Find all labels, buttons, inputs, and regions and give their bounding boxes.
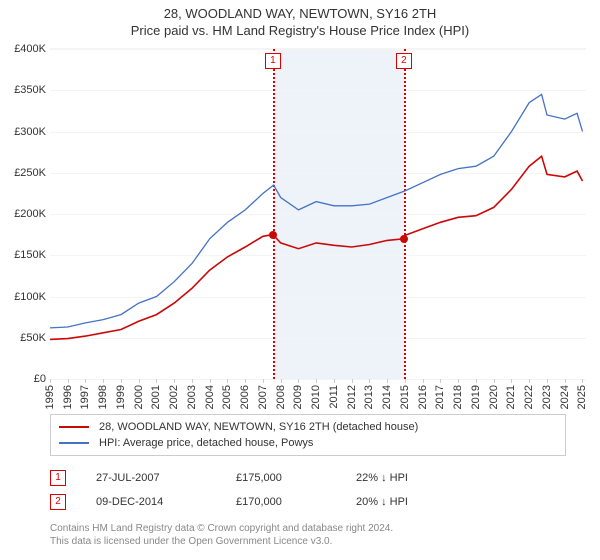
y-tick-label: £300K — [2, 126, 46, 138]
x-tick — [281, 379, 282, 383]
x-tick — [50, 379, 51, 383]
x-tick — [369, 379, 370, 383]
y-tick-label: £400K — [2, 43, 46, 55]
x-tick-label: 2011 — [328, 385, 340, 409]
chart-area: £0£50K£100K£150K£200K£250K£300K£350K£400… — [50, 48, 586, 379]
x-tick-label: 2008 — [275, 385, 287, 409]
legend-block: 28, WOODLAND WAY, NEWTOWN, SY16 2TH (det… — [50, 414, 586, 548]
y-tick-label: £200K — [2, 208, 46, 220]
x-tick-label: 2007 — [257, 385, 269, 409]
sale-diff: 20% ↓ HPI — [356, 496, 476, 508]
x-tick — [68, 379, 69, 383]
x-tick — [192, 379, 193, 383]
x-tick — [476, 379, 477, 383]
x-tick — [156, 379, 157, 383]
legend-swatch — [59, 426, 89, 428]
legend-row: HPI: Average price, detached house, Powy… — [59, 435, 557, 451]
x-tick — [405, 379, 406, 383]
x-tick — [210, 379, 211, 383]
sale-badge-mini: 2 — [50, 494, 66, 510]
x-tick — [174, 379, 175, 383]
x-tick-label: 1997 — [79, 385, 91, 409]
x-tick-label: 2009 — [292, 385, 304, 409]
sale-price: £170,000 — [236, 496, 356, 508]
series-property — [50, 156, 583, 339]
x-tick-label: 1999 — [115, 385, 127, 409]
x-tick — [494, 379, 495, 383]
x-tick — [245, 379, 246, 383]
x-tick — [227, 379, 228, 383]
footer: Contains HM Land Registry data © Crown c… — [50, 522, 586, 548]
x-tick — [511, 379, 512, 383]
sales-detail: 1 27-JUL-2007£175,00022% ↓ HPI 2 09-DEC-201… — [50, 466, 586, 514]
legend-label: 28, WOODLAND WAY, NEWTOWN, SY16 2TH (det… — [99, 421, 418, 433]
x-tick-label: 2010 — [310, 385, 322, 409]
y-tick-label: £50K — [2, 332, 46, 344]
x-tick-label: 2001 — [150, 385, 162, 409]
x-tick — [423, 379, 424, 383]
x-tick-label: 2025 — [576, 385, 588, 409]
x-tick — [440, 379, 441, 383]
legend-row: 28, WOODLAND WAY, NEWTOWN, SY16 2TH (det… — [59, 419, 557, 435]
sale-date: 09-DEC-2014 — [96, 496, 236, 508]
x-tick — [529, 379, 530, 383]
legend-label: HPI: Average price, detached house, Powy… — [99, 437, 313, 449]
series-hpi — [50, 94, 583, 328]
x-tick-label: 1996 — [62, 385, 74, 409]
x-tick-label: 2014 — [381, 385, 393, 409]
x-tick-label: 2013 — [363, 385, 375, 409]
x-tick-label: 2021 — [505, 385, 517, 409]
x-tick-label: 2004 — [204, 385, 216, 409]
x-tick-label: 2012 — [346, 385, 358, 409]
x-tick-label: 2000 — [133, 385, 145, 409]
x-tick — [85, 379, 86, 383]
x-tick-label: 2018 — [452, 385, 464, 409]
y-tick-label: £0 — [2, 373, 46, 385]
x-tick-label: 2024 — [559, 385, 571, 409]
sales-detail-row: 2 09-DEC-2014£170,00020% ↓ HPI — [50, 490, 586, 514]
legend-box: 28, WOODLAND WAY, NEWTOWN, SY16 2TH (det… — [50, 414, 566, 456]
x-tick-label: 2003 — [186, 385, 198, 409]
x-tick-label: 2020 — [488, 385, 500, 409]
x-tick — [458, 379, 459, 383]
x-tick — [139, 379, 140, 383]
x-tick — [565, 379, 566, 383]
x-tick — [352, 379, 353, 383]
title-main: 28, WOODLAND WAY, NEWTOWN, SY16 2TH — [0, 6, 600, 21]
x-tick-label: 2022 — [523, 385, 535, 409]
x-tick — [387, 379, 388, 383]
x-tick-label: 1995 — [44, 385, 56, 409]
x-tick — [103, 379, 104, 383]
footer-line1: Contains HM Land Registry data © Crown c… — [50, 522, 586, 535]
footer-line2: This data is licensed under the Open Gov… — [50, 535, 586, 548]
sale-price: £175,000 — [236, 472, 356, 484]
sale-badge-mini: 1 — [50, 470, 66, 486]
x-tick-label: 2019 — [470, 385, 482, 409]
x-tick-label: 2005 — [221, 385, 233, 409]
x-tick-label: 2016 — [417, 385, 429, 409]
x-tick-label: 2002 — [168, 385, 180, 409]
sales-detail-row: 1 27-JUL-2007£175,00022% ↓ HPI — [50, 466, 586, 490]
x-tick — [121, 379, 122, 383]
sale-diff: 22% ↓ HPI — [356, 472, 476, 484]
x-tick-label: 2015 — [399, 385, 411, 409]
x-tick — [263, 379, 264, 383]
y-tick-label: £250K — [2, 167, 46, 179]
x-tick — [316, 379, 317, 383]
sale-date: 27-JUL-2007 — [96, 472, 236, 484]
x-tick-label: 2017 — [434, 385, 446, 409]
y-tick-label: £100K — [2, 291, 46, 303]
x-tick-label: 2006 — [239, 385, 251, 409]
x-tick — [334, 379, 335, 383]
x-tick — [582, 379, 583, 383]
y-tick-label: £150K — [2, 249, 46, 261]
x-tick-label: 2023 — [541, 385, 553, 409]
gridline — [50, 379, 586, 380]
y-tick-label: £350K — [2, 84, 46, 96]
x-tick — [547, 379, 548, 383]
title-sub: Price paid vs. HM Land Registry's House … — [0, 23, 600, 38]
x-tick-label: 1998 — [97, 385, 109, 409]
legend-swatch — [59, 442, 89, 444]
x-tick — [298, 379, 299, 383]
